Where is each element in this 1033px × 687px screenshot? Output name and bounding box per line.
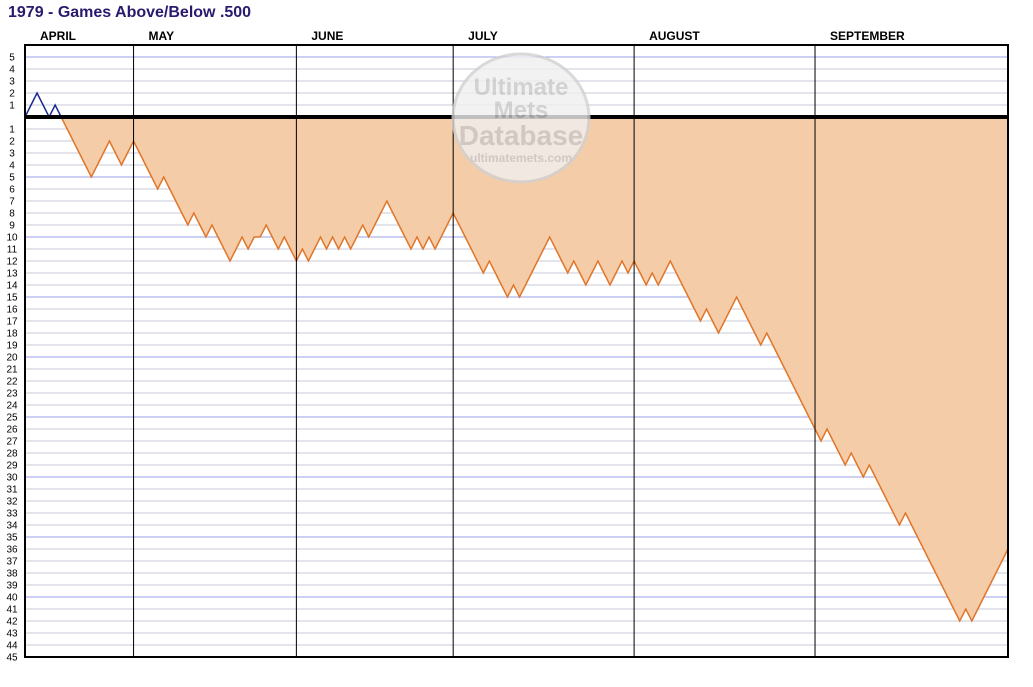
y-tick-label: 43: [6, 629, 18, 640]
y-tick-label: 35: [6, 533, 18, 544]
y-tick-label: 21: [6, 365, 18, 376]
y-tick-label: 7: [9, 197, 15, 208]
month-label: MAY: [149, 29, 175, 43]
y-tick-label: 24: [6, 401, 18, 412]
month-label: APRIL: [40, 29, 76, 43]
axis-labels: 5432112345678910111213141516171819202122…: [6, 29, 905, 664]
y-tick-label: 33: [6, 509, 18, 520]
below-500-fill: [25, 117, 1008, 621]
y-tick-label: 38: [6, 569, 18, 580]
month-label: AUGUST: [649, 29, 700, 43]
watermark-ellipse: [451, 52, 591, 184]
y-tick-label: 34: [6, 521, 18, 532]
month-dividers: [133, 45, 816, 657]
y-tick-label: 1: [9, 101, 15, 112]
y-tick-label: 42: [6, 617, 18, 628]
y-tick-label: 11: [7, 245, 18, 256]
y-tick-label: 40: [6, 593, 18, 604]
watermark-line1: Ultimate: [474, 74, 569, 101]
y-tick-label: 18: [6, 329, 18, 340]
y-tick-label: 16: [6, 305, 18, 316]
y-tick-label: 3: [9, 149, 15, 160]
y-tick-label: 6: [9, 185, 15, 196]
y-tick-label: 39: [6, 581, 18, 592]
y-tick-label: 25: [6, 413, 18, 424]
y-tick-label: 20: [6, 353, 18, 364]
y-tick-label: 26: [6, 425, 18, 436]
y-tick-label: 27: [6, 437, 18, 448]
watermark-line2: Mets: [494, 97, 549, 124]
y-tick-label: 9: [9, 221, 15, 232]
y-tick-label: 10: [6, 233, 18, 244]
month-label: SEPTEMBER: [830, 29, 905, 43]
y-tick-label: 19: [6, 341, 18, 352]
y-tick-label: 5: [9, 53, 15, 64]
below-500-line: [25, 116, 1009, 623]
y-tick-label: 4: [9, 161, 15, 172]
y-tick-label: 23: [6, 389, 18, 400]
y-tick-label: 36: [6, 545, 18, 556]
y-tick-label: 12: [6, 257, 18, 268]
y-tick-label: 2: [9, 137, 15, 148]
y-tick-label: 32: [6, 497, 18, 508]
y-tick-label: 13: [6, 269, 18, 280]
plot-frame: [24, 44, 1009, 658]
y-tick-label: 1: [9, 125, 15, 136]
y-tick-label: 44: [6, 641, 18, 652]
month-label: JUNE: [311, 29, 343, 43]
month-label: JULY: [468, 29, 498, 43]
y-tick-label: 29: [6, 461, 18, 472]
y-tick-label: 4: [9, 65, 15, 76]
y-tick-label: 37: [6, 557, 18, 568]
watermark-logo: Ultimate Mets Database ultimatemets.com: [451, 52, 591, 184]
y-tick-label: 17: [6, 317, 18, 328]
y-tick-label: 45: [6, 653, 18, 664]
y-tick-label: 3: [9, 77, 15, 88]
y-tick-label: 41: [6, 605, 18, 616]
y-tick-label: 30: [6, 473, 18, 484]
watermark-line3: Database: [459, 120, 584, 151]
y-tick-label: 14: [6, 281, 18, 292]
y-tick-label: 2: [9, 89, 15, 100]
y-tick-label: 31: [6, 485, 18, 496]
y-tick-label: 22: [6, 377, 18, 388]
watermark-url: ultimatemets.com: [470, 151, 572, 165]
y-tick-label: 28: [6, 449, 18, 460]
chart-title: 1979 - Games Above/Below .500: [8, 4, 252, 21]
y-tick-label: 8: [9, 209, 15, 220]
y-tick-label: 15: [6, 293, 18, 304]
y-tick-label: 5: [9, 173, 15, 184]
